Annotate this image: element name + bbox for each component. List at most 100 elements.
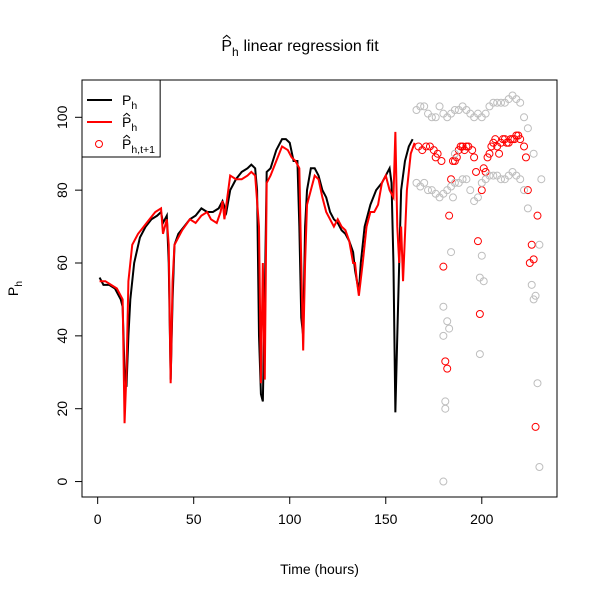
data-point	[479, 277, 488, 286]
data-point	[485, 171, 494, 180]
data-point	[420, 178, 429, 187]
data-point	[520, 142, 529, 151]
legend-label-symbol: P	[122, 136, 131, 152]
hat	[222, 34, 231, 39]
data-point	[437, 157, 446, 166]
data-point	[424, 186, 433, 195]
data-point	[468, 146, 477, 155]
data-point	[523, 204, 532, 213]
hat	[123, 134, 131, 139]
data-point	[523, 186, 532, 195]
y-tick-label: 80	[54, 182, 70, 198]
data-point	[493, 98, 502, 107]
data-point	[529, 255, 538, 264]
data-point	[495, 149, 504, 158]
x-tick-label: 150	[374, 511, 398, 527]
y-tick-label: 0	[54, 477, 70, 485]
y-tick-label: 100	[54, 105, 70, 129]
data-point	[439, 262, 448, 271]
hat	[123, 112, 131, 117]
data-point	[475, 350, 484, 359]
x-tick-label: 50	[186, 511, 202, 527]
data-point	[433, 149, 442, 158]
plot-frame	[81, 79, 558, 498]
data-point	[485, 149, 494, 158]
data-point	[521, 153, 530, 162]
data-point	[535, 462, 544, 471]
data-point	[489, 171, 498, 180]
y-axis-label: Ph	[5, 281, 25, 296]
data-point	[445, 324, 454, 333]
legend-label-subscript: h,t+1	[131, 144, 155, 156]
data-point	[496, 175, 505, 184]
x-tick-label: 100	[278, 511, 302, 527]
data-point	[427, 113, 436, 122]
data-point	[458, 175, 467, 184]
plot-area	[98, 91, 546, 486]
legend-label-symbol: P	[122, 92, 131, 108]
y-tick-label: 20	[54, 401, 70, 417]
data-point	[481, 109, 490, 118]
data-point	[496, 98, 505, 107]
chart-title-text: linear regression fit	[243, 38, 379, 55]
data-point	[450, 106, 459, 115]
data-point	[489, 98, 498, 107]
legend-label-symbol: P	[122, 114, 131, 130]
y-axis-label-group: Ph	[5, 281, 25, 296]
data-point	[439, 477, 448, 486]
data-point	[473, 193, 482, 202]
data-point	[533, 379, 542, 388]
data-point	[516, 135, 525, 144]
data-point	[527, 280, 536, 289]
data-point	[523, 124, 532, 133]
data-point	[443, 317, 452, 326]
data-point	[422, 142, 431, 151]
data-point	[435, 102, 444, 111]
series-line	[99, 131, 416, 424]
data-point	[445, 211, 454, 220]
x-tick-label: 0	[94, 511, 102, 527]
data-point	[441, 397, 450, 406]
data-point	[529, 149, 538, 158]
data-point	[448, 193, 457, 202]
y-tick-label: 60	[54, 255, 70, 271]
data-point	[491, 135, 500, 144]
data-point	[531, 291, 540, 300]
data-point	[431, 113, 440, 122]
data-point	[516, 98, 525, 107]
x-tick-label: 200	[470, 511, 494, 527]
data-point	[439, 302, 448, 311]
data-point	[477, 186, 486, 195]
data-point	[441, 357, 450, 366]
data-point	[472, 167, 481, 176]
data-point	[473, 237, 482, 246]
data-point	[447, 248, 456, 257]
chart-title-symbol: P	[221, 38, 232, 55]
data-point	[441, 404, 450, 413]
data-point	[416, 102, 425, 111]
legend-point	[95, 140, 103, 148]
data-point	[527, 240, 536, 249]
data-point	[475, 309, 484, 318]
data-point	[516, 175, 525, 184]
data-point	[537, 175, 546, 184]
data-point	[420, 102, 429, 111]
data-point	[533, 211, 542, 220]
y-tick-label: 40	[54, 328, 70, 344]
legend-label-subscript: h	[131, 100, 137, 112]
data-point	[466, 186, 475, 195]
data-point	[450, 149, 459, 158]
x-axis-label: Time (hours)	[280, 561, 359, 577]
data-point	[520, 113, 529, 122]
y-axis-label-subscript: h	[13, 281, 25, 287]
data-point	[520, 186, 529, 195]
data-point	[535, 240, 544, 249]
data-point	[531, 422, 540, 431]
y-axis-label-symbol: P	[5, 287, 21, 296]
data-point	[450, 178, 459, 187]
